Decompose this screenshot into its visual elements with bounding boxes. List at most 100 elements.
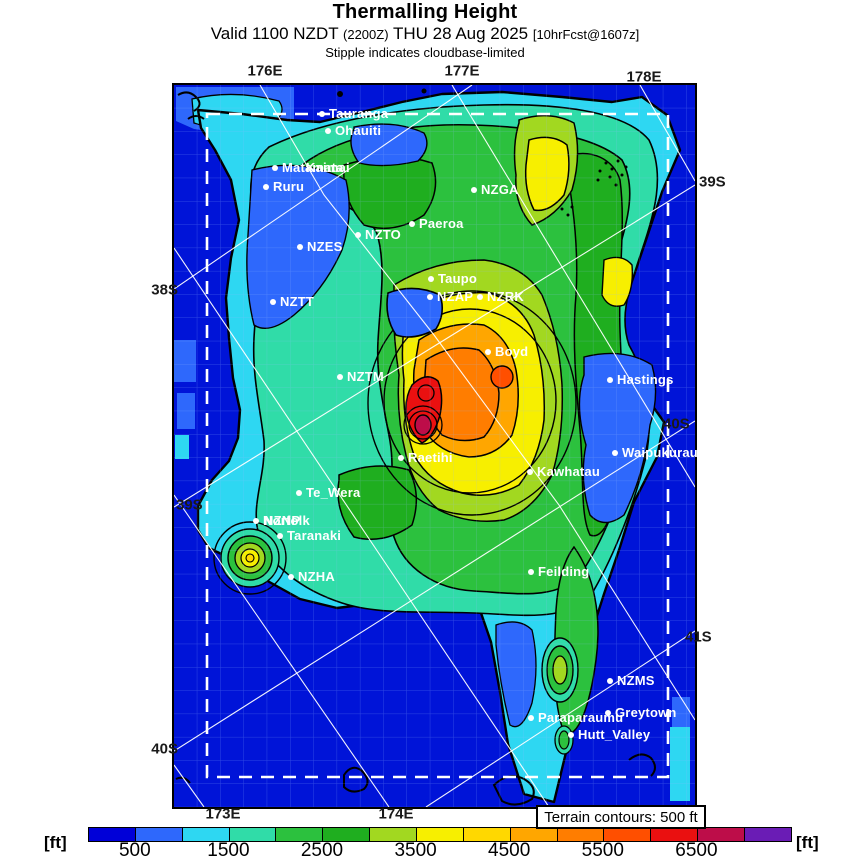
site-norfolk: Norfolk — [253, 512, 310, 530]
colorbar-segment-1 — [135, 828, 183, 841]
site-label: Taranaki — [287, 528, 342, 544]
site-label: Paraparaumu — [538, 710, 624, 726]
site-taranaki: Taranaki — [277, 527, 341, 545]
colorbar-segment-12 — [651, 828, 699, 841]
colorbar-segment-8 — [463, 828, 511, 841]
site-label: NZHA — [298, 569, 335, 585]
site-dot — [296, 489, 302, 496]
site-label: NZTO — [365, 227, 401, 243]
colorbar-segment-11 — [604, 828, 652, 841]
grid-label-176e: 176E — [247, 62, 283, 80]
colorbar-segment-10 — [557, 828, 605, 841]
site-label: Hutt_Valley — [578, 727, 651, 743]
model-grid — [174, 85, 695, 807]
site-label: Kawhatau — [537, 464, 601, 480]
site-dot — [288, 573, 294, 580]
site-dot — [319, 110, 325, 117]
site-label: Matamata — [282, 160, 344, 176]
site-dot — [485, 348, 491, 355]
terrain-contours-note: Terrain contours: 500 ft — [536, 805, 706, 829]
site-nzga: NZGA — [471, 181, 519, 199]
site-dot — [607, 677, 613, 684]
site-label: Feilding — [538, 564, 590, 580]
grid-label-39s: 39S — [699, 173, 726, 191]
site-paraparaumu: Paraparaumu — [528, 709, 623, 727]
valid-prefix: Valid 1100 NZDT — [210, 24, 344, 43]
site-dot — [612, 449, 618, 456]
site-greytown: Greytown — [605, 704, 677, 722]
colorbar-tick-5500: 5500 — [581, 840, 624, 860]
site-label: Norfolk — [263, 513, 310, 529]
colorbar-segment-14 — [745, 828, 791, 841]
site-raetihi: Raetihi — [398, 449, 453, 467]
grid-label-178e: 178E — [626, 68, 662, 86]
site-nzto: NZTO — [355, 226, 401, 244]
site-dot — [398, 454, 404, 461]
grid-label-40s: 40S — [151, 740, 178, 758]
grid-label-177e: 177E — [444, 62, 480, 80]
grid-label-41s: 41S — [685, 628, 712, 646]
site-nzrk: NZRK — [477, 288, 524, 306]
page-title: Thermalling Height — [332, 1, 518, 23]
site-dot — [253, 517, 259, 524]
site-label: Paeroa — [419, 216, 464, 232]
site-nztm: NZTM — [337, 368, 384, 386]
site-dot — [527, 468, 533, 475]
site-dot — [427, 293, 433, 300]
site-paeroa: Paeroa — [409, 215, 464, 233]
grid-label-38s: 38S — [151, 281, 178, 299]
site-dot — [297, 243, 303, 250]
site-dot — [605, 709, 611, 716]
colorbar-tick-4500: 4500 — [488, 840, 531, 860]
colorbar-segment-9 — [510, 828, 558, 841]
site-label: Boyd — [495, 344, 529, 360]
grid-label-174e: 174E — [378, 805, 414, 823]
site-feilding: Feilding — [528, 563, 589, 581]
site-te_wera: Te_Wera — [296, 484, 360, 502]
site-nznp: NZNP — [264, 512, 300, 530]
colorbar-unit-right: [ft] — [796, 833, 819, 852]
site-label: Te_Wera — [306, 485, 361, 501]
colorbar-segment-0 — [89, 828, 136, 841]
colorbar — [88, 827, 792, 842]
valid-forecast-tag: [10hrFcst@1607z] — [532, 27, 640, 42]
site-dot — [568, 731, 574, 738]
valid-zulu: (2200Z) — [343, 27, 389, 42]
site-nzap: NZAP — [427, 288, 473, 306]
site-dot — [471, 186, 477, 193]
site-dot — [270, 298, 276, 305]
site-dot — [277, 532, 283, 539]
site-label: Taupo — [438, 271, 478, 287]
site-dot — [355, 231, 361, 238]
site-taupo: Taupo — [428, 270, 477, 288]
site-label: Kaimai — [306, 160, 350, 176]
site-dot — [428, 275, 434, 282]
site-kaimai: Kaimai — [306, 159, 350, 177]
site-label: NZGA — [481, 182, 519, 198]
site-label: Ruru — [273, 179, 305, 195]
site-nzes: NZES — [297, 238, 342, 256]
domain-dashed-box — [205, 112, 670, 779]
site-label: Ohauiti — [335, 123, 382, 139]
site-label: NZRK — [487, 289, 524, 305]
colorbar-segment-7 — [417, 828, 464, 841]
colorbar-segment-2 — [182, 828, 230, 841]
colorbar-unit-left: [ft] — [44, 833, 67, 852]
site-waipukurau: Waipukurau — [612, 444, 698, 462]
colorbar-segment-13 — [698, 828, 746, 841]
site-nztt: NZTT — [270, 293, 314, 311]
site-label: Waipukurau — [622, 445, 698, 461]
site-kawhatau: Kawhatau — [527, 463, 600, 481]
site-ohauiti: Ohauiti — [325, 122, 381, 140]
valid-time-line: Valid 1100 NZDT (2200Z) THU 28 Aug 2025 … — [0, 24, 850, 44]
site-dot — [409, 220, 415, 227]
site-label: NZTM — [347, 369, 384, 385]
colorbar-tick-2500: 2500 — [300, 840, 344, 860]
grid-label-173e: 173E — [205, 805, 241, 823]
grid-label-39s: 39S — [176, 496, 203, 514]
site-dot — [477, 293, 483, 300]
site-label: Hastings — [617, 372, 674, 388]
site-ruru: Ruru — [263, 178, 304, 196]
site-label: NZNP — [264, 513, 301, 529]
